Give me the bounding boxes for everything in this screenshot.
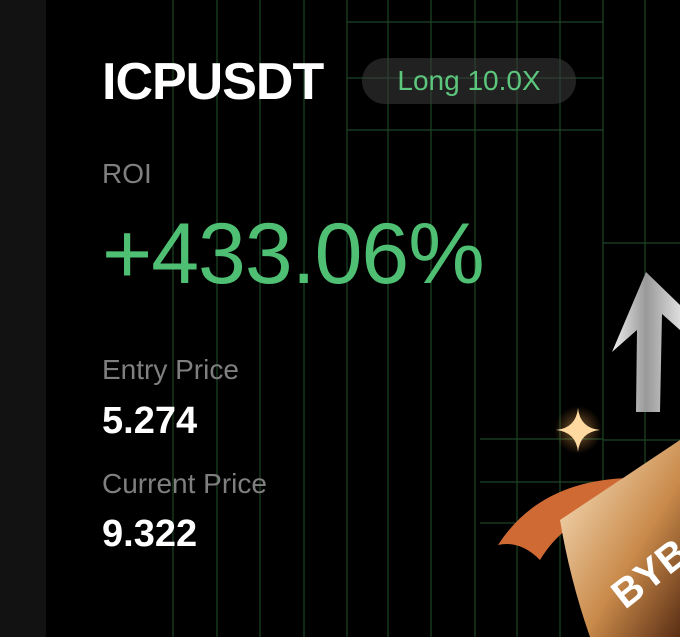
up-arrow-icon (612, 272, 680, 412)
trading-pair: ICPUSDT (102, 53, 324, 111)
entry-price-label: Entry Price (102, 354, 239, 385)
current-price-value: 9.322 (102, 513, 198, 555)
roi-label: ROI (102, 158, 152, 189)
leverage-badge: Long 10.0X (362, 58, 576, 104)
sparkle-icon (554, 406, 602, 454)
roi-value: +433.06% (102, 206, 485, 302)
entry-price-value: 5.274 (102, 400, 198, 442)
left-edge-strip (0, 0, 46, 637)
current-price-label: Current Price (102, 468, 267, 499)
